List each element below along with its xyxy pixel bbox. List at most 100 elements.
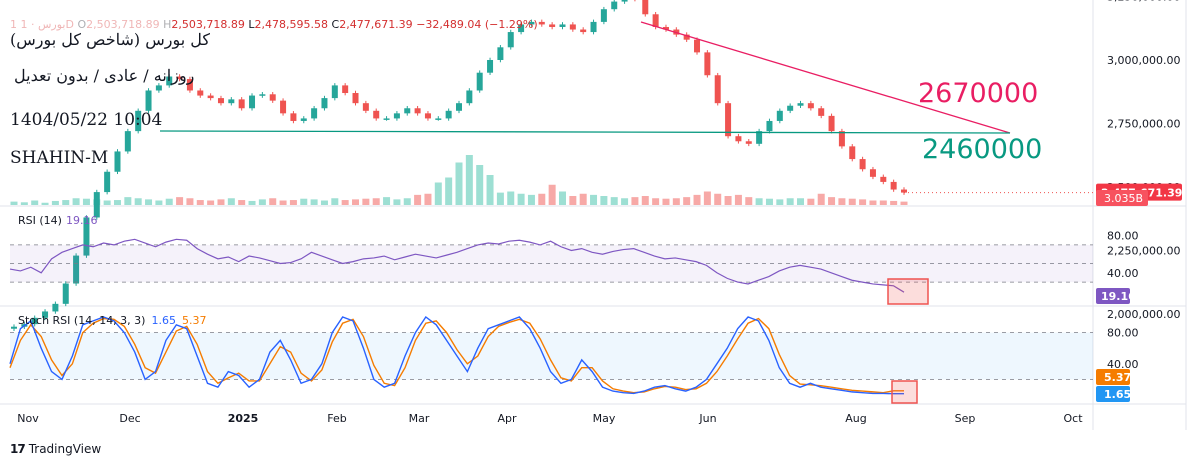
tradingview-logo-text: TradingView: [28, 442, 102, 456]
candle-body: [838, 131, 845, 147]
candle-body: [766, 120, 773, 132]
candle-body: [611, 1, 618, 10]
volume-bar: [227, 198, 235, 205]
price-tick-label: 3,000,000.00: [1107, 54, 1180, 67]
candle-body: [621, 0, 628, 2]
candle-body: [166, 76, 173, 86]
candle-body: [652, 14, 659, 27]
volume-bar: [848, 198, 856, 205]
candle-body: [269, 94, 276, 101]
high-value: 2,503,718.89: [171, 18, 245, 31]
volume-bar: [476, 165, 484, 205]
volume-bar: [703, 191, 711, 205]
candle-body: [383, 118, 390, 120]
volume-bar: [362, 198, 370, 205]
candle-body: [890, 181, 897, 190]
volume-bar: [724, 196, 732, 205]
candle-body: [756, 131, 763, 144]
volume-bar: [662, 198, 670, 205]
volume-bar: [569, 196, 577, 205]
candle-body: [42, 311, 49, 318]
candle-body: [52, 303, 59, 312]
volume-bar: [176, 197, 184, 205]
volume-bar: [610, 197, 618, 205]
candle-body: [135, 110, 142, 132]
volume-bar: [538, 193, 546, 205]
volume-tag-text: 3.035B: [1104, 192, 1143, 205]
candle-body: [217, 98, 224, 104]
candle-body: [124, 131, 131, 152]
volume-bar: [10, 201, 18, 205]
candle-body: [249, 95, 256, 109]
price-tick-label: 3,250,000.00: [1107, 0, 1180, 4]
candle-body: [590, 21, 597, 33]
candle-body: [73, 255, 80, 284]
resistance-level-annotation: 2670000: [918, 78, 1039, 109]
rsi-line: [9, 238, 905, 293]
volume-tag: [1096, 190, 1148, 206]
time-axis-label: Oct: [1063, 412, 1083, 425]
candle-body: [145, 90, 152, 111]
volume-bar: [41, 202, 49, 205]
volume-bar: [693, 194, 701, 205]
rsi-value: 19.16: [65, 214, 98, 227]
volume-bar: [507, 191, 515, 205]
low-value: 2,478,595.58: [254, 18, 329, 31]
index-title: کل بورس (شاخص کل بورس): [10, 30, 211, 49]
volume-bar: [238, 200, 246, 205]
candle-body: [393, 113, 400, 119]
candle-body: [176, 76, 183, 80]
volume-bar: [641, 196, 649, 205]
volume-bar: [300, 198, 308, 205]
volume-bar: [217, 199, 225, 205]
candle-body: [849, 146, 856, 160]
volume-bar: [103, 200, 111, 205]
time-axis-label: Mar: [409, 412, 430, 425]
volume-bar: [631, 197, 639, 205]
candle-body: [725, 103, 732, 137]
volume-bar: [434, 182, 442, 205]
author-label: SHAHIN-M: [10, 148, 109, 168]
candle-body: [828, 115, 835, 132]
volume-bar: [414, 194, 422, 205]
candle-body: [445, 110, 452, 119]
volume-bar: [558, 191, 566, 205]
time-axis-label: Dec: [119, 412, 140, 425]
candle-body: [186, 79, 193, 91]
volume-bar: [828, 197, 836, 205]
volume-bar: [72, 198, 80, 205]
volume-bar: [765, 198, 773, 205]
rsi-tick-label: 40.00: [1107, 267, 1139, 280]
volume-bar: [383, 197, 391, 205]
volume-bar: [352, 199, 360, 205]
time-axis-label: Nov: [17, 412, 39, 425]
candle-body: [662, 26, 669, 30]
volume-bar: [517, 193, 525, 205]
candle-body: [497, 47, 504, 60]
volume-bar: [683, 197, 691, 205]
candle-body: [476, 72, 483, 91]
time-axis-label: May: [593, 412, 616, 425]
candle-body: [704, 52, 711, 76]
time-axis-label: Jun: [698, 412, 716, 425]
stoch-tick-label: 80.00: [1107, 327, 1139, 340]
candle-body: [507, 32, 514, 48]
rsi-value-tag-text: 19.16: [1101, 290, 1136, 303]
volume-bar: [269, 198, 277, 205]
stoch-k-line: [9, 315, 904, 395]
volume-bar: [248, 200, 256, 205]
volume-bar: [900, 201, 908, 205]
stoch-k-tag: [1096, 386, 1130, 402]
candle-body: [31, 317, 38, 325]
tradingview-logo[interactable]: 17 TradingView: [10, 442, 101, 456]
volume-bar: [838, 198, 846, 205]
volume-bar: [807, 198, 815, 205]
stoch-highlight-box: [891, 380, 918, 404]
volume-bar: [786, 198, 794, 205]
candle-body: [11, 326, 17, 329]
candle-body: [321, 98, 328, 109]
candle-body: [62, 283, 69, 304]
volume-bar: [548, 184, 556, 205]
volume-bar: [486, 175, 494, 205]
